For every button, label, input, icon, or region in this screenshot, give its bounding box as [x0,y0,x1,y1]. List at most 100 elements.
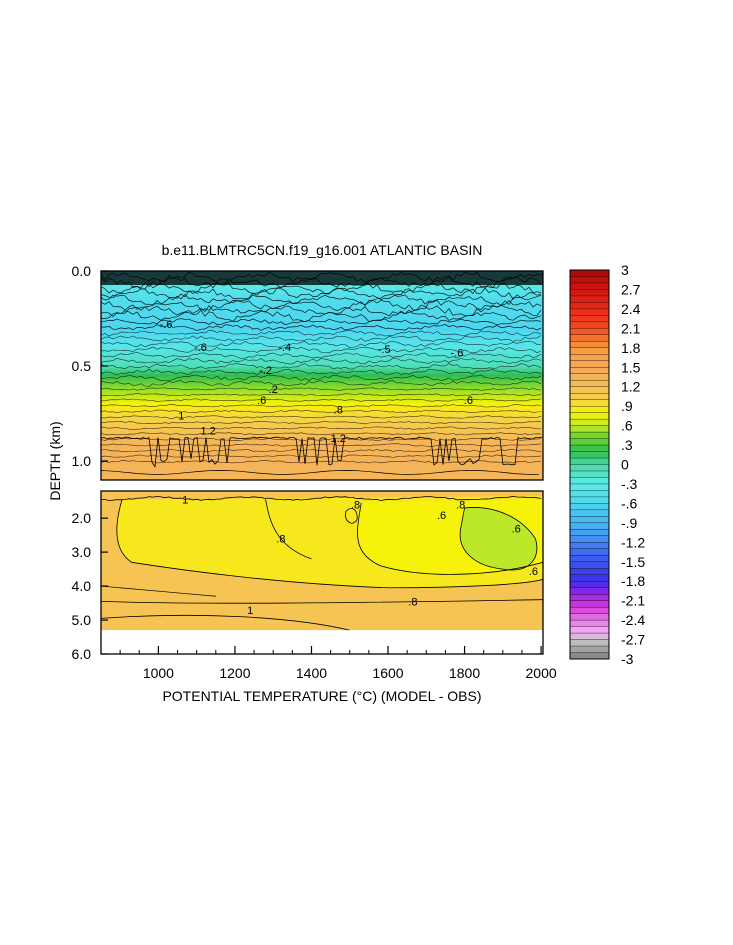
colorbar-label: .9 [621,398,633,414]
contour-line [101,324,542,331]
x-tick-label: 1600 [372,665,403,681]
contour-label: 1.2 [331,433,346,445]
colorbar-swatch [569,619,610,628]
x-tick-label: 2000 [526,665,557,681]
colorbar-swatch [569,315,610,323]
contour-label: -.2 [259,365,272,377]
colorbar-swatch [569,503,610,511]
contour-label: 1.2 [201,426,216,438]
contour-line [101,380,542,387]
contour-line [101,357,542,365]
colorbar-label: -2.7 [621,632,645,648]
contour-label: .8 [334,405,343,417]
colorbar-swatch [569,593,610,602]
contour-line [101,420,542,425]
colorbar-label: 3 [621,262,629,278]
contour-line [101,470,540,475]
contour-label: .6 [257,395,266,407]
colorbar-swatch [569,639,610,647]
colorbar-swatch [569,373,610,381]
contour-label: .6 [437,510,446,522]
y-tick-label: 0.0 [72,263,92,279]
colorbar-swatch [569,321,610,329]
contour-label: .8 [276,534,285,546]
contour-label: 1 [247,605,253,617]
colorbar-swatch [569,425,610,433]
contour-label: .8 [351,500,360,512]
colorbar-swatch [569,302,610,310]
contour-line [101,318,542,326]
lower-panel-field [101,491,543,633]
contour-line [101,299,542,311]
contour-line [101,368,542,376]
contour-line [101,599,543,604]
colorbar-swatch [569,561,610,569]
contour-line [101,432,542,436]
colorbar-swatch [569,399,610,407]
contour-label: 1 [182,494,188,506]
colorbar-label: -1.8 [621,573,645,589]
colorbar-swatch [569,367,610,375]
colorbar-swatch [569,269,610,277]
colorbar-swatch [569,477,610,485]
colorbar-swatch [569,354,610,362]
contour-line [101,335,542,342]
colorbar-label: -2.4 [621,612,645,628]
colorbar-swatch [569,555,610,563]
contour-line [101,426,542,430]
contour-label: -.6 [160,319,173,331]
y-axis-label: DEPTH (km) [47,421,63,500]
colorbar-swatch [569,587,610,595]
contour-line [101,309,542,323]
colorbar-swatch [569,645,610,653]
x-axis: 1000 1200 1400 1600 1800 2000 [119,646,557,681]
colorbar-label: -1.2 [621,534,645,550]
colorbar-swatch [569,347,610,355]
contour-line [357,502,543,575]
colorbar-label: .3 [621,437,633,453]
contour-line [101,276,542,289]
colorbar-swatch [569,282,610,290]
colorbar-swatch [569,600,610,608]
contour-line [101,363,542,370]
colorbar-swatch [569,412,610,420]
contour-label: .2 [269,384,278,396]
contour-line [101,415,542,419]
colorbar-label: -.3 [621,476,638,492]
chart-title: b.e11.BLMTRC5CN.f19_g16.001 ATLANTIC BAS… [162,242,483,258]
colorbar-swatch [569,516,610,524]
colorbar-label: 1.5 [621,359,641,375]
contour-line [101,293,542,306]
contour-line [101,409,542,414]
lower-panel-contour-labels: .8 .8 .8 .6 .6 .6 .8 1 1 [182,494,538,617]
x-tick-label: 1000 [143,665,174,681]
colorbar-label: -1.5 [621,554,645,570]
lower-panel-frame [100,490,544,655]
contour-label: -.4 [278,342,291,354]
colorbar-swatch [569,613,610,621]
upper-panel-contours [101,271,543,475]
contour-line [101,287,542,300]
colorbar-swatch [569,542,610,550]
colorbar-swatch [569,334,610,342]
colorbar-swatch [569,509,610,517]
colorbar-swatch [569,295,610,303]
colorbar-label: -.6 [621,495,638,511]
colorbar-labels: 3 2.7 2.4 2.1 1.8 1.5 1.2 .9 .6 .3 0 -.3 -.6 -.9 -1.2 -… [621,262,645,667]
colorbar-swatch [569,632,610,641]
colorbar-swatch [569,581,610,589]
colorbar-label: .6 [621,418,633,434]
colorbar-swatch [569,405,610,414]
contour-line [101,340,542,348]
x-tick-label: 1800 [449,665,480,681]
colorbar-label: 0 [621,457,629,473]
y-tick-label: 4.0 [72,578,92,594]
y-tick-label: 0.5 [72,358,92,374]
colorbar-swatch [569,496,610,504]
y-tick-label: 1.0 [72,453,92,469]
colorbar-swatch [569,457,610,465]
contour-label: 1 [178,410,184,422]
colorbar-swatch [569,418,610,427]
lower-y-axis: 2.0 3.0 4.0 5.0 6.0 [72,510,108,662]
